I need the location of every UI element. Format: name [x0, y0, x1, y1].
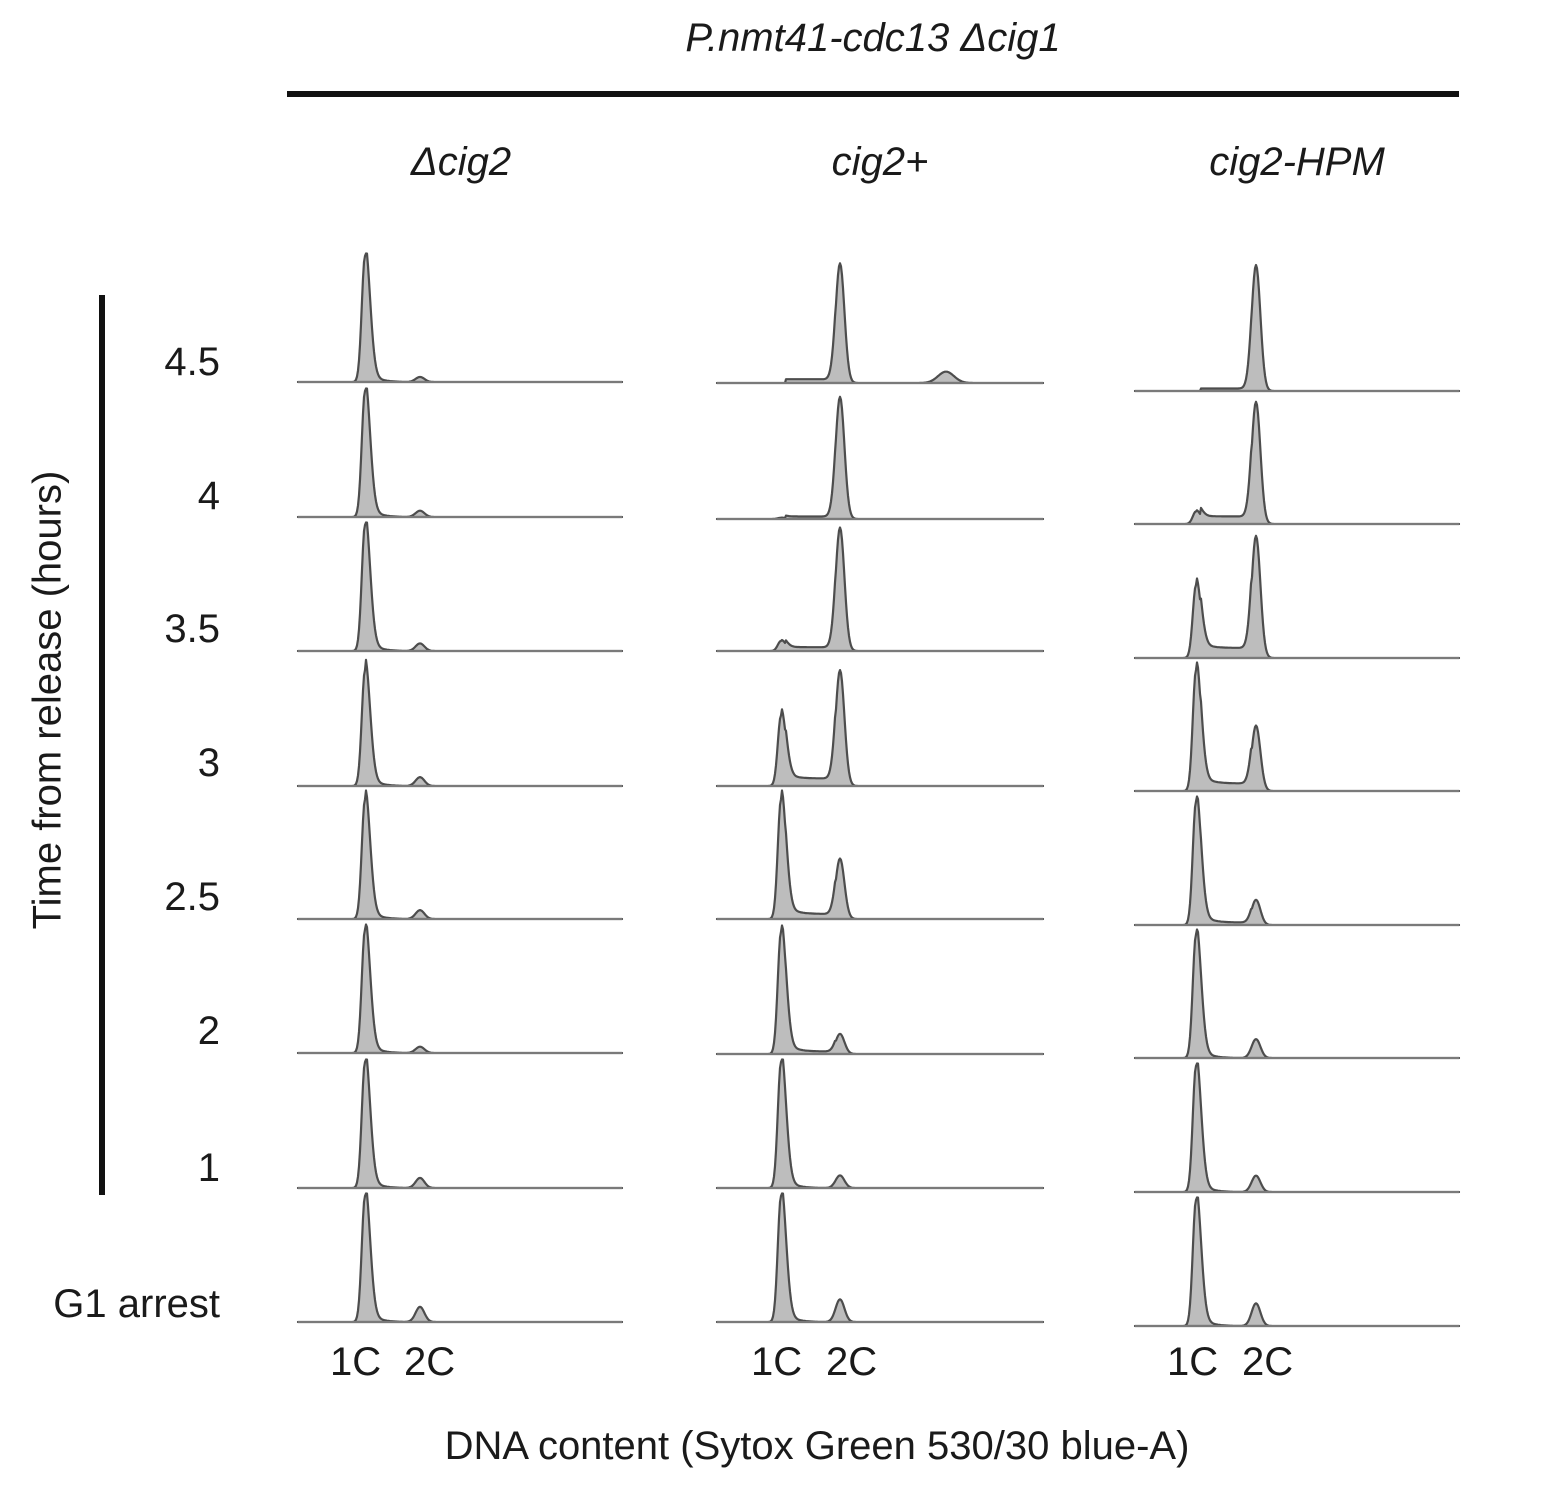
x-tick-2c: 2C: [404, 1340, 456, 1384]
histogram-3-row-2: [1133, 400, 1461, 526]
histogram-3-row-5: [1133, 795, 1461, 927]
histogram-2-row-7: [715, 1058, 1045, 1190]
histogram-3-row-4: [1133, 661, 1461, 793]
genotype-label-cig2plus: cig2+: [831, 140, 929, 184]
row-label-1: 1: [197, 1146, 220, 1190]
x-tick-2c: 2C: [826, 1340, 878, 1384]
histogram-1-row-3: [296, 521, 624, 653]
histogram-2-row-1: [715, 262, 1045, 385]
x-tick-1c: 1C: [1167, 1340, 1219, 1384]
row-label-g1-arrest: G1 arrest: [53, 1282, 220, 1326]
histogram-1-row-7: [296, 1058, 624, 1190]
histogram-1-row-6: [296, 923, 624, 1055]
histogram-1-row-8: [296, 1192, 624, 1324]
x-tick-2c: 2C: [1242, 1340, 1294, 1384]
histogram-1-row-5: [296, 789, 624, 921]
histogram-1-row-2: [296, 387, 624, 519]
x-tick-1c: 1C: [330, 1340, 382, 1384]
histogram-2-row-5: [715, 789, 1045, 921]
histogram-2-row-6: [715, 924, 1045, 1056]
histogram-1-row-1: [296, 252, 624, 384]
strain-bracket-line: [287, 91, 1459, 97]
strain-title: P.nmt41-cdc13 Δcig1: [685, 16, 1061, 60]
row-label-2: 2: [197, 1009, 220, 1053]
x-axis-label: DNA content (Sytox Green 530/30 blue-A): [444, 1424, 1190, 1468]
row-label-4-5: 4.5: [164, 340, 220, 384]
histogram-2-row-8: [715, 1192, 1045, 1324]
histogram-3-row-6: [1133, 928, 1461, 1060]
genotype-label-dcig2: Δcig2: [410, 140, 512, 184]
histogram-2-row-2: [715, 395, 1045, 521]
histogram-2-row-3: [715, 526, 1045, 653]
time-bracket-line: [99, 295, 105, 1195]
histogram-3-row-7: [1133, 1062, 1461, 1194]
x-tick-1c: 1C: [751, 1340, 803, 1384]
histogram-3-row-1: [1133, 263, 1461, 393]
row-label-3: 3: [197, 741, 220, 785]
histogram-3-row-8: [1133, 1196, 1461, 1328]
histogram-2-row-4: [715, 669, 1045, 788]
row-label-2-5: 2.5: [164, 875, 220, 919]
row-label-4: 4: [197, 474, 220, 518]
histogram-3-row-3: [1133, 534, 1461, 660]
genotype-label-cig2hpm: cig2-HPM: [1209, 140, 1385, 184]
histogram-1-row-4: [296, 658, 624, 788]
row-label-3-5: 3.5: [164, 607, 220, 651]
